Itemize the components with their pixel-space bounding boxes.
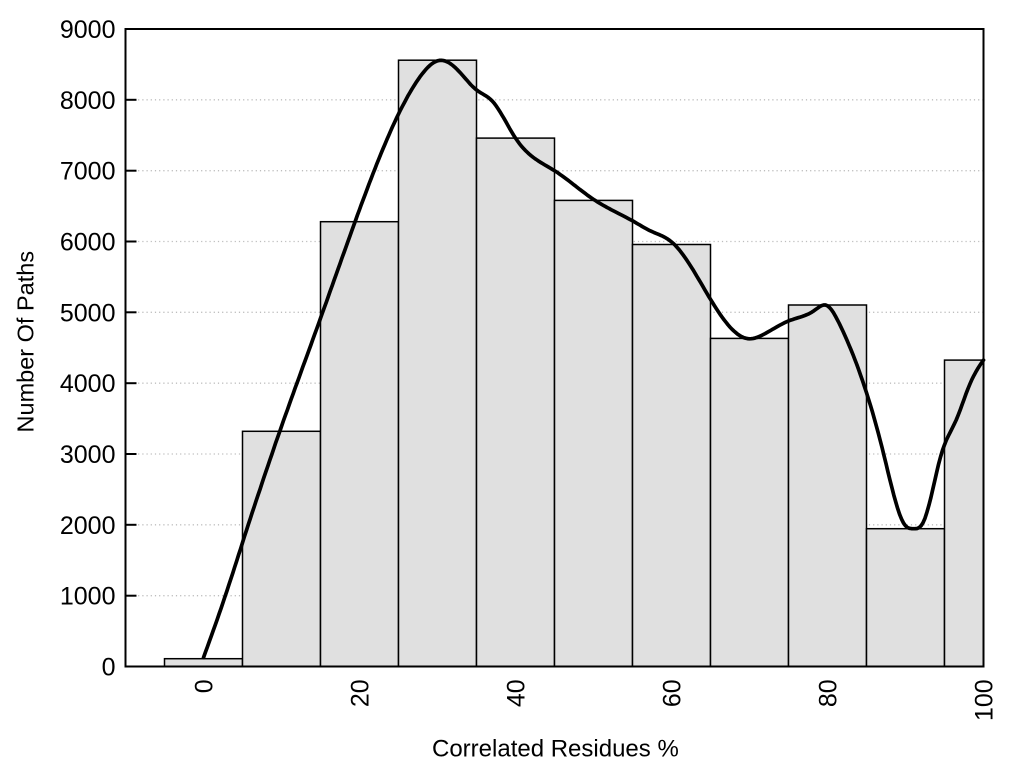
svg-text:0: 0 bbox=[191, 679, 219, 693]
svg-text:Number Of Paths: Number Of Paths bbox=[13, 251, 39, 433]
svg-text:4000: 4000 bbox=[60, 370, 116, 398]
svg-text:9000: 9000 bbox=[60, 16, 116, 44]
svg-text:40: 40 bbox=[503, 679, 531, 707]
svg-text:0: 0 bbox=[102, 654, 116, 682]
svg-text:7000: 7000 bbox=[60, 158, 116, 186]
svg-text:6000: 6000 bbox=[60, 229, 116, 257]
svg-text:8000: 8000 bbox=[60, 87, 116, 115]
svg-text:Correlated Residues %: Correlated Residues % bbox=[432, 736, 679, 763]
svg-text:60: 60 bbox=[659, 679, 687, 707]
svg-text:100: 100 bbox=[971, 679, 999, 721]
svg-text:20: 20 bbox=[347, 679, 375, 707]
svg-text:5000: 5000 bbox=[60, 299, 116, 327]
svg-text:80: 80 bbox=[815, 679, 843, 707]
svg-text:2000: 2000 bbox=[60, 512, 116, 540]
svg-text:1000: 1000 bbox=[60, 583, 116, 611]
svg-text:3000: 3000 bbox=[60, 441, 116, 469]
